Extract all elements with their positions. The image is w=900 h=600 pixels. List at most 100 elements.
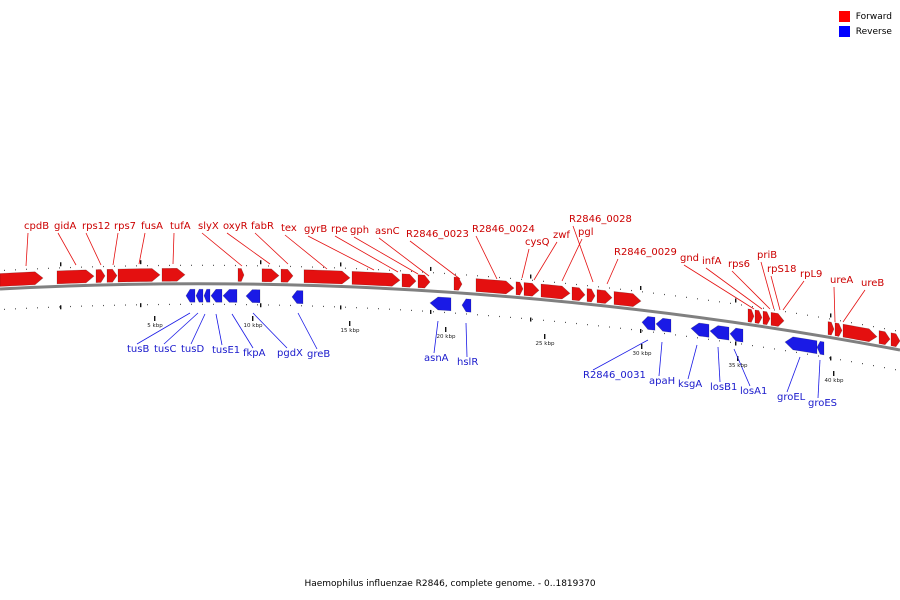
- forward-gene-label: R2846_0029: [614, 247, 677, 258]
- minor-tick: [488, 276, 489, 278]
- reverse-leader-line: [687, 344, 698, 380]
- scale-tick-mark: [445, 327, 447, 332]
- forward-gene-label: rps6: [728, 259, 750, 270]
- forward-leader-line: [378, 237, 430, 277]
- reverse-gene-label: tusD: [181, 344, 204, 355]
- minor-tick: [543, 280, 544, 282]
- minor-tick: [455, 273, 456, 275]
- minor-tick: [92, 305, 93, 307]
- minor-tick: [774, 348, 775, 350]
- minor-tick: [499, 315, 500, 318]
- forward-gene-label: ureA: [830, 275, 853, 286]
- reverse-gene-label: groEL: [777, 392, 806, 403]
- legend-item-reverse: Reverse: [838, 24, 892, 39]
- forward-leader-line: [85, 232, 102, 266]
- reverse-leader-line: [786, 356, 801, 393]
- forward-leader-line: [561, 238, 583, 282]
- forward-gene-block: [747, 308, 755, 323]
- forward-leader-line: [683, 264, 755, 310]
- forward-leader-line: [172, 232, 175, 265]
- forward-gene-block: [834, 322, 843, 337]
- minor-tick: [235, 264, 236, 267]
- minor-tick: [224, 264, 225, 267]
- reverse-leader-line: [231, 313, 254, 349]
- forward-gene-label: gidA: [54, 221, 76, 232]
- minor-tick: [103, 265, 104, 268]
- minor-tick: [532, 318, 533, 320]
- minor-tick: [213, 303, 214, 305]
- minor-tick: [378, 308, 379, 310]
- minor-tick: [752, 344, 753, 347]
- minor-tick: [686, 296, 687, 298]
- minor-tick: [576, 322, 577, 325]
- major-tick: [340, 305, 342, 310]
- reverse-leader-line: [592, 339, 649, 371]
- forward-gene-label: rpe: [331, 224, 348, 235]
- minor-tick: [796, 312, 797, 315]
- forward-leader-line: [705, 267, 763, 310]
- forward-leader-line: [782, 280, 805, 311]
- forward-leader-line: [353, 236, 419, 275]
- scale-tick-label: 35 kbp: [729, 363, 748, 369]
- minor-tick: [565, 321, 566, 324]
- minor-tick: [521, 317, 522, 319]
- minor-tick: [884, 328, 885, 330]
- minor-tick: [345, 267, 346, 269]
- minor-tick: [367, 307, 368, 309]
- minor-tick: [675, 334, 676, 336]
- major-tick: [60, 262, 62, 267]
- minor-tick: [290, 304, 291, 307]
- minor-tick: [587, 285, 588, 287]
- minor-tick: [180, 264, 181, 266]
- reverse-gene-block: [784, 336, 818, 355]
- minor-tick: [620, 288, 621, 290]
- forward-gene-label: R2846_0028: [569, 214, 632, 225]
- minor-tick: [697, 337, 698, 339]
- reverse-leader-line: [163, 312, 199, 345]
- forward-gene-label: rps12: [82, 221, 110, 232]
- minor-tick: [807, 353, 808, 355]
- minor-tick: [169, 264, 170, 267]
- minor-tick: [785, 311, 786, 313]
- minor-tick: [675, 295, 676, 297]
- forward-gene-block: [586, 288, 596, 303]
- forward-swatch: [838, 11, 850, 22]
- forward-leader-line: [533, 241, 558, 281]
- minor-tick: [147, 265, 148, 267]
- minor-tick: [257, 304, 258, 306]
- forward-gene-block: [540, 283, 571, 300]
- minor-tick: [741, 304, 742, 306]
- forward-gene-block: [770, 312, 785, 327]
- major-tick: [735, 298, 737, 303]
- reverse-leader-line: [297, 312, 318, 350]
- minor-tick: [620, 327, 621, 329]
- scale-tick-label: 15 kbp: [341, 328, 360, 334]
- minor-tick: [312, 305, 313, 307]
- minor-tick: [796, 351, 797, 354]
- minor-tick: [15, 269, 16, 271]
- forward-gene-block: [613, 291, 642, 307]
- reverse-gene-block: [185, 288, 196, 303]
- major-tick: [430, 266, 432, 271]
- reverse-leader-line: [733, 348, 751, 387]
- minor-tick: [774, 309, 775, 311]
- minor-tick: [455, 312, 456, 314]
- minor-tick: [158, 264, 159, 267]
- minor-tick: [81, 266, 82, 268]
- minor-tick: [411, 270, 412, 273]
- forward-gene-block: [56, 269, 95, 285]
- reverse-gene-block: [429, 296, 452, 312]
- forward-gene-label: ureB: [861, 278, 884, 289]
- minor-tick: [4, 269, 5, 271]
- minor-tick: [631, 289, 632, 292]
- reverse-gene-block: [195, 288, 204, 303]
- minor-tick: [730, 302, 731, 304]
- minor-tick: [411, 309, 412, 312]
- forward-gene-block: [827, 321, 835, 336]
- minor-tick: [851, 361, 852, 363]
- minor-tick: [257, 265, 258, 267]
- reverse-gene-block: [222, 289, 238, 303]
- minor-tick: [92, 266, 93, 268]
- minor-tick: [59, 267, 60, 269]
